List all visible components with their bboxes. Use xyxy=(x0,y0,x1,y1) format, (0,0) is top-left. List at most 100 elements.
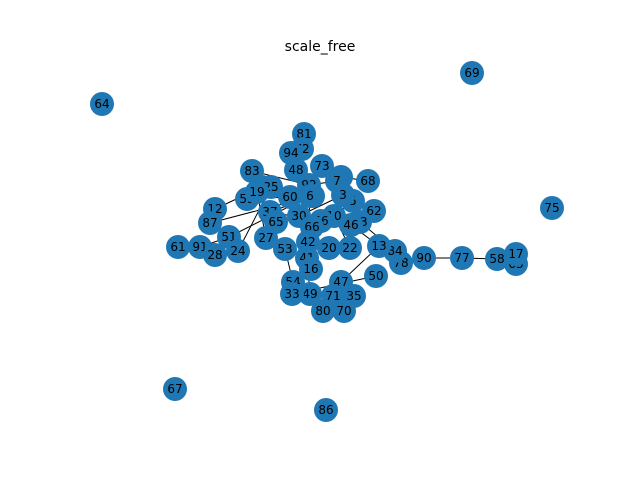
node-42: 42 xyxy=(296,230,320,254)
node-label: 84 xyxy=(387,244,402,258)
node-label: 67 xyxy=(167,382,182,396)
node-circle xyxy=(317,236,341,260)
node-label: 17 xyxy=(508,247,523,261)
node-49: 49 xyxy=(298,282,322,306)
node-13: 13 xyxy=(367,234,391,258)
node-70: 70 xyxy=(332,299,356,323)
node-layer: 6964756786817294734846883928925551912608… xyxy=(90,61,564,422)
node-69: 69 xyxy=(460,61,484,85)
node-circle xyxy=(278,185,302,209)
node-16: 16 xyxy=(299,257,323,281)
node-label: 7 xyxy=(333,174,341,188)
node-label: 90 xyxy=(416,251,431,265)
node-circle xyxy=(254,226,278,250)
node-circle xyxy=(485,247,509,271)
node-circle xyxy=(310,154,334,178)
node-86: 86 xyxy=(314,398,338,422)
node-46: 46 xyxy=(339,213,363,237)
node-label: 6 xyxy=(306,189,314,203)
node-label: 91 xyxy=(192,240,207,254)
node-6: 6 xyxy=(298,184,322,208)
node-circle xyxy=(90,92,114,116)
node-label: 58 xyxy=(489,252,504,266)
node-80: 80 xyxy=(311,299,335,323)
graph-title: scale_free xyxy=(285,39,356,55)
node-61: 61 xyxy=(166,235,190,259)
node-label: 62 xyxy=(366,204,381,218)
node-circle xyxy=(540,196,564,220)
node-3: 3 xyxy=(331,183,355,207)
node-87: 87 xyxy=(198,211,222,235)
node-label: 80 xyxy=(315,304,330,318)
node-27: 27 xyxy=(254,226,278,250)
node-label: 16 xyxy=(303,262,318,276)
node-label: 69 xyxy=(464,66,479,80)
node-58: 58 xyxy=(485,247,509,271)
node-circle xyxy=(356,169,380,193)
node-label: 71 xyxy=(325,289,340,303)
node-label: 22 xyxy=(342,241,357,255)
node-circle xyxy=(311,299,335,323)
node-label: 68 xyxy=(360,174,375,188)
node-circle xyxy=(338,236,362,260)
node-28: 28 xyxy=(203,243,227,267)
node-33: 33 xyxy=(280,282,304,306)
node-90: 90 xyxy=(412,246,436,270)
node-circle xyxy=(412,246,436,270)
node-circle xyxy=(299,257,323,281)
node-67: 67 xyxy=(163,377,187,401)
node-label: 94 xyxy=(283,146,298,160)
node-label: 77 xyxy=(454,251,469,265)
node-label: 64 xyxy=(94,97,109,111)
node-label: 35 xyxy=(346,289,361,303)
node-label: 20 xyxy=(321,241,336,255)
node-label: 75 xyxy=(544,201,559,215)
node-circle xyxy=(280,282,304,306)
node-circle xyxy=(460,61,484,85)
node-circle xyxy=(367,234,391,258)
node-label: 48 xyxy=(288,163,303,177)
node-label: 86 xyxy=(318,403,333,417)
node-label: 87 xyxy=(202,216,217,230)
node-label: 3 xyxy=(339,188,347,202)
node-73: 73 xyxy=(310,154,334,178)
node-circle xyxy=(314,398,338,422)
node-75: 75 xyxy=(540,196,564,220)
node-17: 17 xyxy=(504,242,528,266)
node-label: 28 xyxy=(207,248,222,262)
node-label: 73 xyxy=(314,159,329,173)
node-circle xyxy=(331,183,355,207)
node-circle xyxy=(298,282,322,306)
node-label: 50 xyxy=(368,269,383,283)
node-label: 83 xyxy=(244,164,259,178)
node-circle xyxy=(298,184,322,208)
node-50: 50 xyxy=(364,264,388,288)
node-77: 77 xyxy=(450,246,474,270)
node-24: 24 xyxy=(226,239,250,263)
node-20: 20 xyxy=(317,236,341,260)
node-label: 19 xyxy=(249,185,264,199)
node-label: 27 xyxy=(258,231,273,245)
node-label: 33 xyxy=(284,287,299,301)
node-circle xyxy=(273,237,297,261)
node-circle xyxy=(166,235,190,259)
node-22: 22 xyxy=(338,236,362,260)
node-circle xyxy=(339,213,363,237)
node-label: 53 xyxy=(277,242,292,256)
node-circle xyxy=(364,264,388,288)
node-64: 64 xyxy=(90,92,114,116)
node-circle xyxy=(226,239,250,263)
node-label: 65 xyxy=(268,215,283,229)
node-circle xyxy=(163,377,187,401)
node-19: 19 xyxy=(245,180,269,204)
node-circle xyxy=(450,246,474,270)
node-68: 68 xyxy=(356,169,380,193)
node-53: 53 xyxy=(273,237,297,261)
node-label: 49 xyxy=(302,287,317,301)
node-circle xyxy=(203,243,227,267)
node-circle xyxy=(245,180,269,204)
node-label: 70 xyxy=(336,304,351,318)
node-label: 61 xyxy=(170,240,185,254)
node-label: 42 xyxy=(300,235,315,249)
